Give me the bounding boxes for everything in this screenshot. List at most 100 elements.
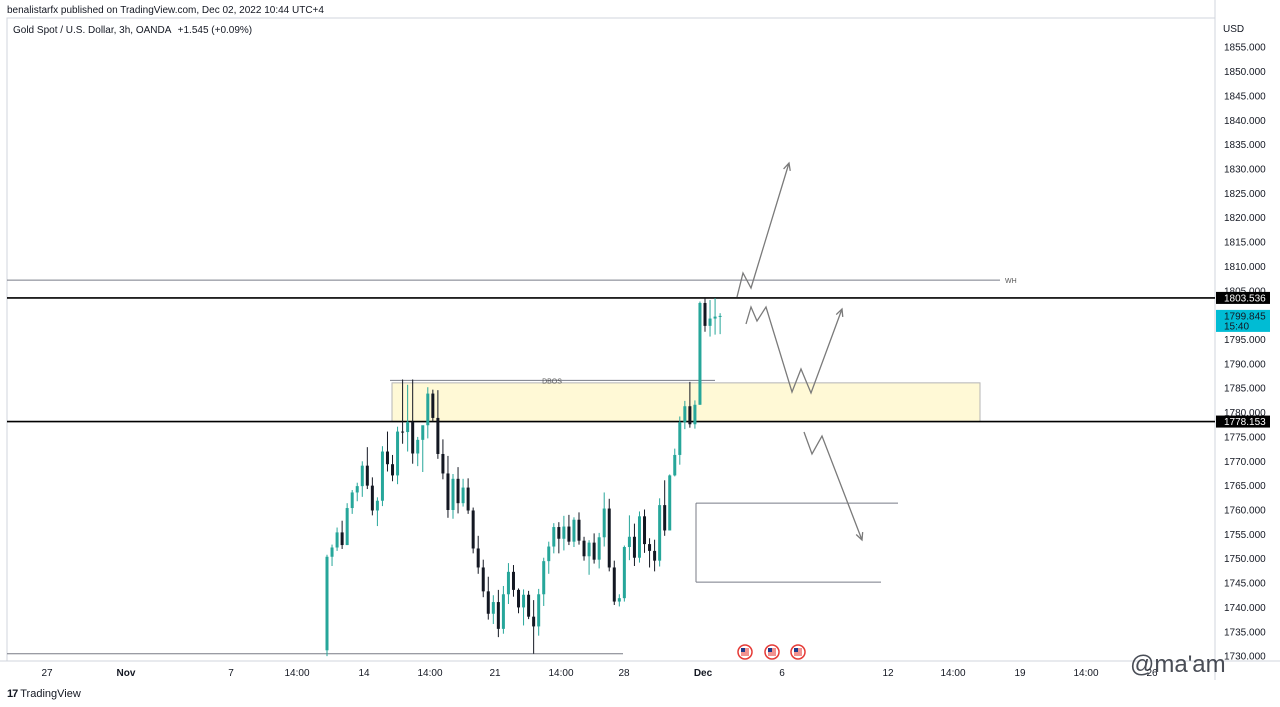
y-tick-label: 1830.000: [1224, 165, 1266, 176]
candle-body: [582, 540, 586, 557]
candle-body: [713, 316, 717, 319]
event-flag-canton: [741, 648, 745, 652]
candle-body: [501, 594, 505, 629]
candle-body: [688, 406, 692, 425]
candle-body: [355, 486, 359, 493]
candle-body: [491, 602, 495, 614]
candle-body: [496, 602, 500, 629]
candle-body: [486, 591, 490, 614]
candle-body: [552, 527, 556, 547]
candle-body: [607, 508, 611, 568]
candle-body: [637, 516, 641, 558]
candle-body: [380, 451, 384, 501]
price-change: +1.545 (+0.09%): [177, 25, 253, 36]
candle-body: [683, 406, 687, 423]
candle-body: [350, 492, 354, 509]
candle-body: [627, 536, 631, 548]
tradingview-logo-icon: 17: [7, 688, 18, 700]
y-tick-label: 1810.000: [1224, 262, 1266, 273]
y-tick-label: 1825.000: [1224, 189, 1266, 200]
candle-body: [506, 571, 510, 595]
candle-body: [577, 519, 581, 541]
current-price-label-bg: [1216, 309, 1270, 332]
candle-body: [421, 425, 425, 440]
projection-retest-path: [745, 305, 843, 395]
projection-bullish-path: [736, 162, 790, 298]
candle-body: [385, 451, 389, 465]
candle-body: [542, 561, 546, 595]
candle-body: [532, 616, 536, 627]
candle-body: [597, 537, 601, 560]
candle-body: [335, 532, 339, 548]
candle-body: [612, 567, 616, 602]
y-tick-label: 1850.000: [1224, 67, 1266, 78]
x-tick-label: 14: [358, 668, 370, 679]
candle-body: [511, 571, 515, 590]
currency-label: USD: [1223, 24, 1244, 35]
candle-body: [602, 508, 606, 538]
candle-body: [325, 556, 329, 651]
candle-body: [617, 598, 621, 602]
y-tick-label: 1840.000: [1224, 116, 1266, 127]
candle-body: [643, 516, 647, 545]
y-tick-label: 1765.000: [1224, 481, 1266, 492]
y-tick-label: 1775.000: [1224, 432, 1266, 443]
candle-body: [547, 546, 551, 562]
candle-body: [471, 510, 475, 549]
y-tick-label: 1780.000: [1224, 408, 1266, 419]
plot-frame: [6, 17, 1216, 662]
candle-body: [345, 508, 349, 546]
candle-body: [456, 478, 460, 504]
y-tick-label: 1845.000: [1224, 91, 1266, 102]
projection-bearish-arrowhead: [855, 531, 864, 542]
candle-body: [562, 526, 566, 539]
candle-body: [658, 505, 662, 561]
y-tick-label: 1855.000: [1224, 43, 1266, 54]
candle-body: [622, 547, 626, 599]
candle-body: [340, 532, 344, 546]
wh-label: WH: [1005, 278, 1017, 285]
candle-body: [370, 485, 374, 511]
candle-body: [567, 526, 571, 542]
lower-level-price-label: 1778.153: [1224, 417, 1266, 428]
x-tick-label: 14:00: [1073, 668, 1098, 679]
tradingview-logo[interactable]: 17 TradingView: [7, 688, 81, 700]
candle-body: [648, 544, 652, 551]
x-tick-label: 14:00: [417, 668, 442, 679]
y-tick-label: 1785.000: [1224, 384, 1266, 395]
y-tick-label: 1820.000: [1224, 213, 1266, 224]
y-tick-label: 1740.000: [1224, 603, 1266, 614]
countdown-label: 15:40: [1224, 321, 1249, 332]
candle-body: [522, 594, 526, 608]
symbol-legend: Gold Spot / U.S. Dollar, 3h, OANDA +1.54…: [13, 25, 252, 36]
candle-body: [375, 500, 379, 511]
y-tick-label: 1750.000: [1224, 554, 1266, 565]
x-tick-label: Nov: [117, 668, 136, 679]
candle-body: [693, 404, 697, 425]
candle-body: [587, 542, 591, 557]
x-tick-label: 19: [1014, 668, 1026, 679]
candle-body: [557, 527, 561, 539]
x-tick-label: 26: [1146, 668, 1158, 679]
candle-body: [330, 547, 334, 557]
projection-bullish-arrowhead: [783, 161, 791, 172]
candle-body: [466, 487, 470, 511]
x-tick-label: 12: [882, 668, 894, 679]
x-tick-label: Dec: [694, 668, 713, 679]
candle-body: [411, 421, 415, 454]
x-tick-label: 14:00: [548, 668, 573, 679]
candle-body: [401, 431, 405, 433]
y-tick-label: 1760.000: [1224, 505, 1266, 516]
candle-body: [653, 550, 657, 561]
candle-body: [365, 465, 369, 486]
y-tick-label: 1735.000: [1224, 627, 1266, 638]
event-flag-canton: [794, 648, 798, 652]
candle-body: [673, 454, 677, 476]
x-tick-label: 14:00: [940, 668, 965, 679]
y-tick-label: 1795.000: [1224, 335, 1266, 346]
x-tick-label: 28: [618, 668, 630, 679]
y-tick-label: 1755.000: [1224, 530, 1266, 541]
candle-body: [527, 594, 531, 617]
candle-body: [632, 536, 636, 558]
